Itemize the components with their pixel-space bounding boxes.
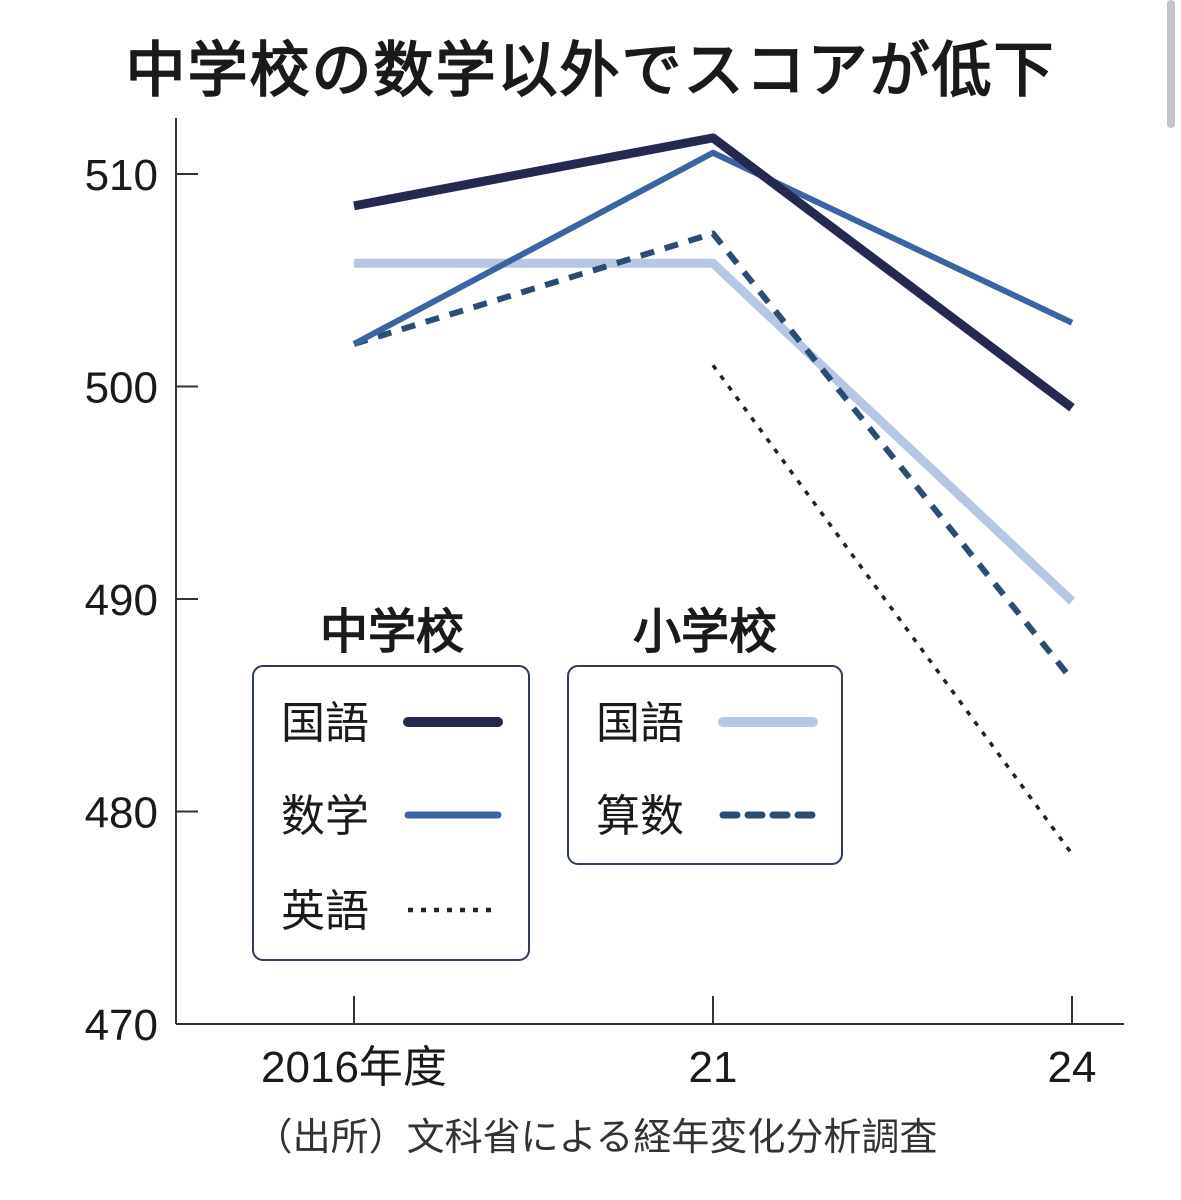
series-line-jhs-0	[353, 133, 1075, 412]
chart-title: 中学校の数学以外でスコアが低下	[125, 36, 1056, 106]
series-line-es-4	[353, 230, 1075, 682]
x-tick-label: 21	[689, 1043, 738, 1092]
legend-label: 数学	[281, 791, 369, 842]
legend-label: 英語	[281, 886, 369, 937]
x-tick-label: 24	[1048, 1043, 1097, 1092]
scrollbar-thumb[interactable]	[1167, 0, 1175, 128]
y-tick-label: 490	[85, 576, 158, 625]
series-line-jhs-2	[711, 364, 1074, 856]
legend-heading-es: 小学校	[633, 604, 777, 660]
y-tick-label: 480	[85, 789, 158, 838]
legend-box	[567, 665, 843, 865]
source-note: （出所）文科省による経年変化分析調査	[255, 1115, 938, 1159]
y-tick-label: 510	[85, 151, 158, 200]
legend-label: 国語	[596, 698, 684, 749]
legend-label: 国語	[281, 698, 369, 749]
legend-label: 算数	[596, 791, 684, 842]
x-tick-label: 2016年度	[261, 1043, 447, 1092]
series-lines	[352, 133, 1076, 856]
series-line-jhs-1	[352, 149, 1074, 347]
series-line-es-3	[354, 258, 1076, 605]
y-tick-label: 500	[85, 364, 158, 413]
legend-box	[252, 665, 530, 961]
legend-heading-jhs: 中学校	[320, 604, 464, 660]
axes: 470 480 490 500 510 2016年度 21 24	[85, 118, 1124, 1092]
y-tick-label: 470	[85, 1001, 158, 1050]
